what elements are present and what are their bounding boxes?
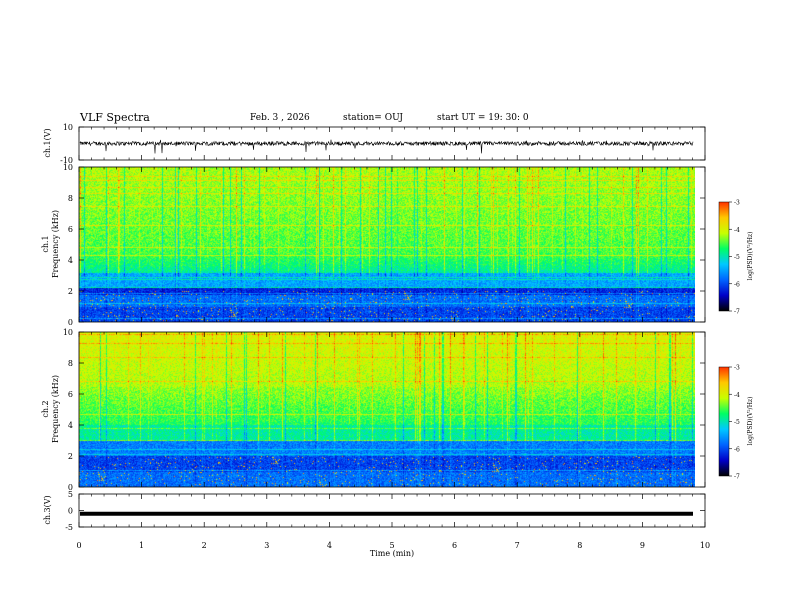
y-tick-label: -5	[65, 523, 73, 532]
chart-start-time: start UT = 19: 30: 0	[437, 113, 529, 123]
ch1-colorbar-gradient	[718, 201, 730, 312]
y-tick-label: 10	[63, 328, 73, 337]
ch1-spectrogram	[79, 167, 695, 322]
colorbar-tick-label: -7	[734, 309, 740, 316]
ch1-colorbar-ticks: -3 -4 -5 -6 -7	[729, 200, 740, 316]
y-tick-label: 0	[68, 507, 73, 516]
waveform-line	[79, 139, 694, 154]
x-tick-label: 8	[577, 541, 582, 550]
colorbar-tick-label: -4	[734, 392, 740, 399]
y-tick-label: -10	[60, 156, 73, 165]
colorbar-tick-label: -3	[734, 200, 740, 207]
x-tick-label: 5	[389, 541, 394, 550]
colorbar-tick-label: -7	[734, 474, 740, 481]
y-tick-label: 0	[68, 483, 73, 492]
ch2-spectrogram-ylabel-freq: Frequency (kHz)	[51, 375, 60, 443]
x-tick-label: 0	[76, 541, 81, 550]
axis-ticks	[78, 127, 706, 527]
x-tick-label: 2	[202, 541, 207, 550]
colorbar-tick-label: -3	[734, 365, 740, 372]
ch3-waveform-ylabel: ch.3(V)	[43, 495, 52, 524]
x-axis-label: Time (min)	[370, 549, 414, 558]
y-tick-label: 2	[68, 452, 73, 461]
y-tick-label: 6	[68, 390, 73, 399]
ch2-colorbar-ticks: -3 -4 -5 -6 -7	[729, 365, 740, 481]
colorbar-tick-label: -4	[734, 227, 740, 234]
x-tick-labels: 0 1 2 3 4 5 6 7 8 9 10	[76, 541, 710, 550]
y-tick-label: 4	[68, 421, 73, 430]
colorbar-tick-label: -5	[734, 419, 740, 426]
x-tick-label: 10	[700, 541, 710, 550]
y-tick-label: 10	[63, 163, 73, 172]
x-tick-label: 1	[139, 541, 144, 550]
ch2-spectrogram	[79, 332, 695, 487]
ch2-spectrogram-image	[79, 332, 695, 487]
chart-station: station= OUJ	[343, 113, 404, 123]
x-tick-label: 9	[640, 541, 645, 550]
y-tick-label: 2	[68, 287, 73, 296]
ch1-colorbar: -3 -4 -5 -6 -7 log(PSD)(V²/Hz)	[718, 200, 754, 316]
y-tick-label: 5	[68, 490, 73, 499]
colorbar-tick-label: -6	[734, 281, 740, 288]
ch1-spectrogram-image	[79, 167, 695, 322]
ch1-waveform-ylabel: ch.1(V)	[43, 128, 52, 157]
ch1-colorbar-label: log(PSD)(V²/Hz)	[747, 232, 754, 281]
y-tick-label: 8	[68, 194, 73, 203]
chart-title: VLF Spectra	[80, 111, 150, 124]
y-tick-label: 8	[68, 359, 73, 368]
x-tick-label: 4	[327, 541, 332, 550]
ch2-colorbar: -3 -4 -5 -6 -7 log(PSD)(V²/Hz)	[718, 365, 754, 481]
ch1-spectrogram-ylabel-ch: ch.1	[41, 235, 50, 252]
ch2-colorbar-gradient	[718, 366, 730, 477]
x-tick-label: 3	[264, 541, 269, 550]
ch2-spectrogram-ylabel-ch: ch.2	[41, 400, 50, 417]
colorbar-tick-label: -5	[734, 254, 740, 261]
ch2-colorbar-label: log(PSD)(V²/Hz)	[747, 397, 754, 446]
chart-date: Feb. 3 , 2026	[250, 113, 310, 123]
colorbar-tick-label: -6	[734, 446, 740, 453]
ch1-waveform-trace	[79, 139, 694, 154]
y-tick-label: 10	[63, 123, 73, 132]
y-tick-label: 0	[68, 318, 73, 327]
y-tick-label: 6	[68, 225, 73, 234]
x-tick-label: 6	[452, 541, 457, 550]
x-tick-label: 7	[515, 541, 520, 550]
y-tick-label: 4	[68, 256, 73, 265]
ch1-spectrogram-ylabel-freq: Frequency (kHz)	[51, 210, 60, 278]
